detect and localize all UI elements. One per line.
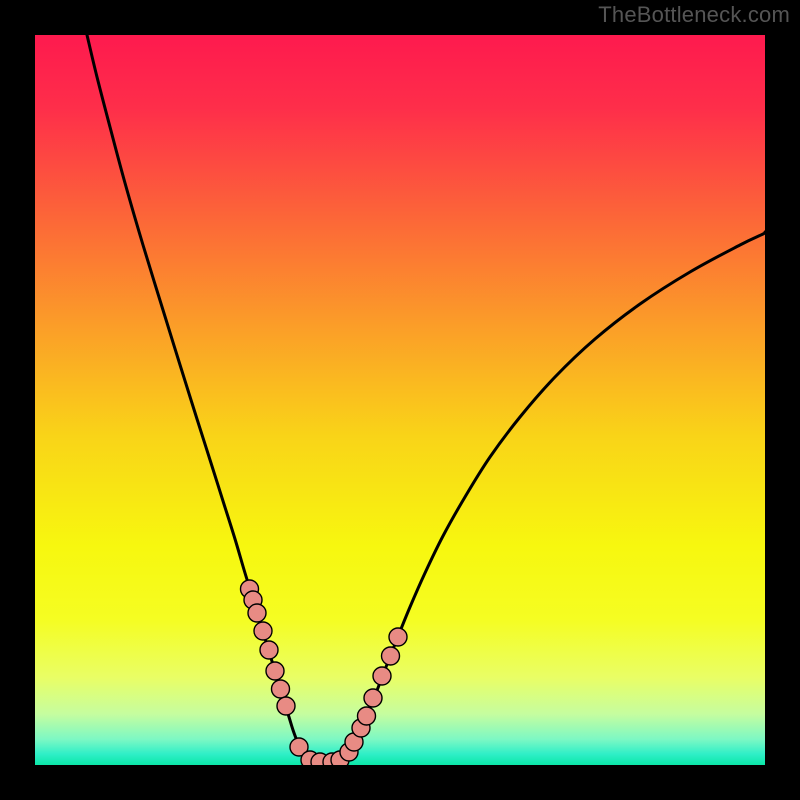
data-marker xyxy=(364,689,382,707)
watermark-text: TheBottleneck.com xyxy=(598,2,790,28)
data-marker xyxy=(277,697,295,715)
plot-svg xyxy=(0,0,800,800)
data-marker xyxy=(358,707,376,725)
data-marker xyxy=(248,604,266,622)
data-marker xyxy=(272,680,290,698)
data-marker xyxy=(373,667,391,685)
data-marker xyxy=(266,662,284,680)
data-marker xyxy=(382,647,400,665)
data-marker xyxy=(260,641,278,659)
data-marker xyxy=(389,628,407,646)
data-marker xyxy=(254,622,272,640)
root-container: TheBottleneck.com xyxy=(0,0,800,800)
